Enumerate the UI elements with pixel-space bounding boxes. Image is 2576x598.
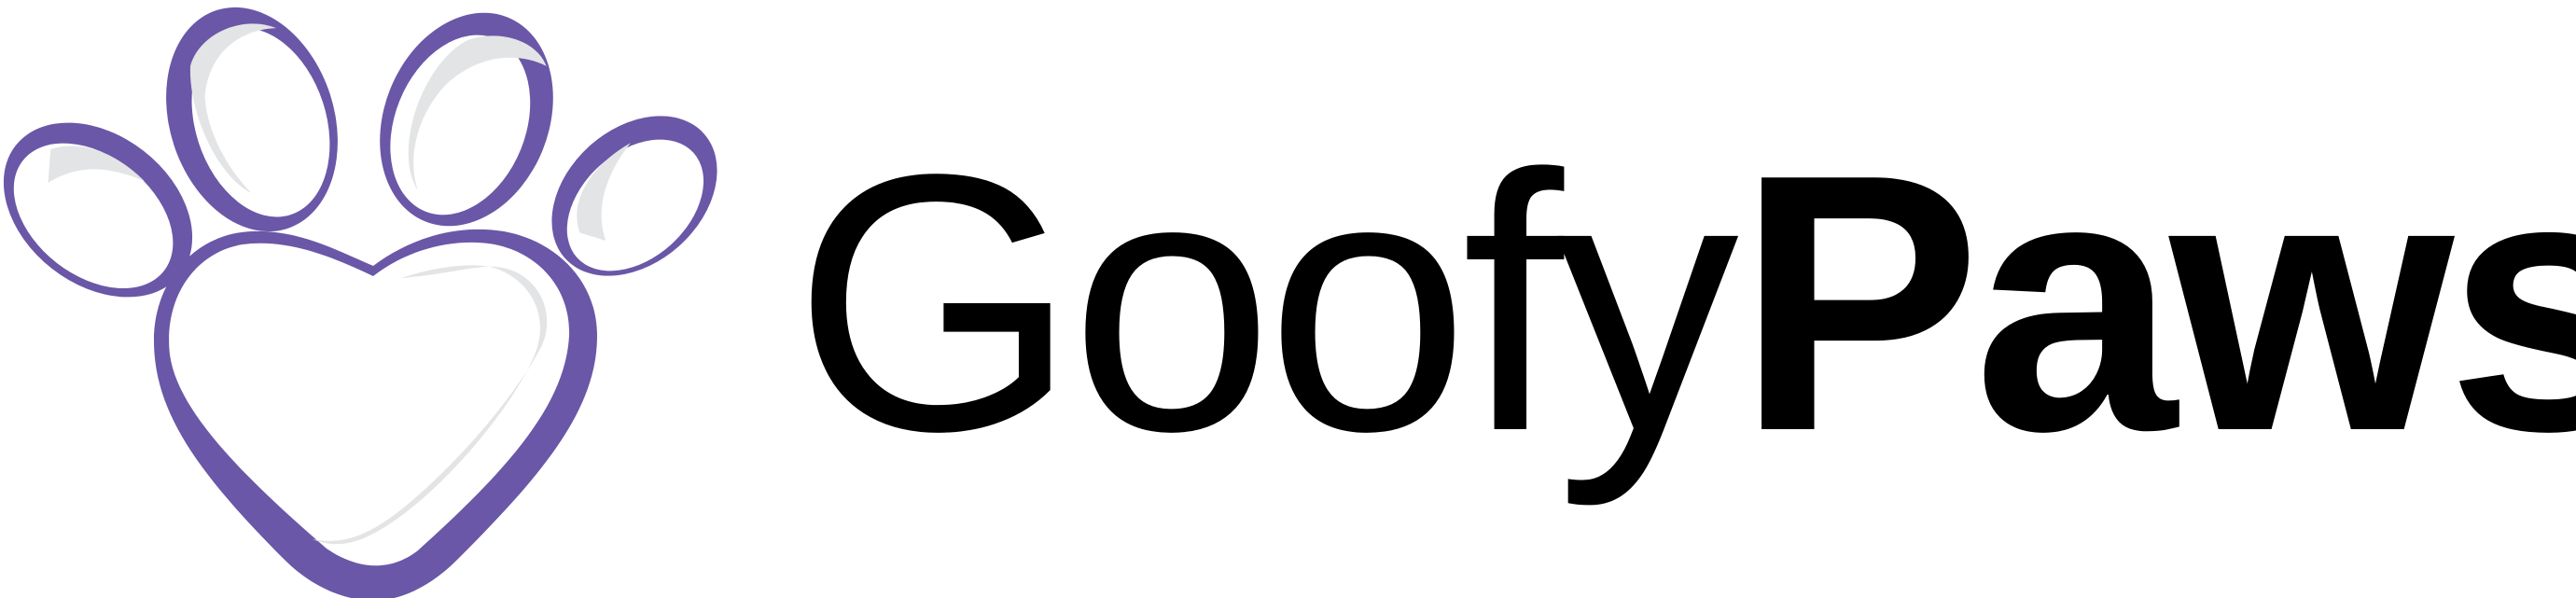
paw-toe-left <box>3 122 193 298</box>
brand-word-bold: Paws <box>1736 99 2576 508</box>
paw-toe-right <box>551 116 717 276</box>
paw-main-pad <box>154 229 597 598</box>
paw-toe-inner-left <box>166 7 338 232</box>
brand-wordmark: Goofy Paws <box>793 89 2576 518</box>
paw-print-icon <box>3 7 717 598</box>
paw-toe-inner-right <box>380 12 553 227</box>
brand-word-light: Goofy <box>793 99 1739 508</box>
